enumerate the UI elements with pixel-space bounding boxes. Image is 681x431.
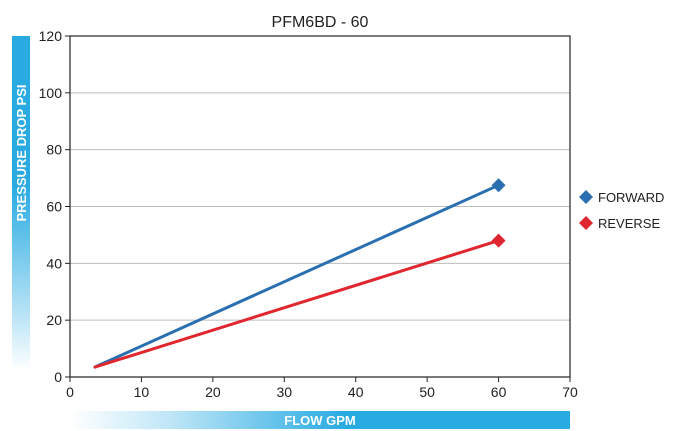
legend-marker-forward <box>579 190 593 204</box>
x-tick-label-40: 40 <box>348 384 364 400</box>
legend-label-reverse: REVERSE <box>598 216 660 231</box>
y-tick-label-80: 80 <box>46 142 62 158</box>
gridlines <box>70 92 570 321</box>
plot-frame <box>69 35 571 378</box>
series-line-forward <box>93 183 501 369</box>
y-tick-label-20: 20 <box>46 312 62 328</box>
series-group <box>93 178 506 369</box>
x-tick-label-10: 10 <box>134 384 150 400</box>
y-tick-label-40: 40 <box>46 255 62 271</box>
x-tick-label-60: 60 <box>491 384 507 400</box>
series-line-reverse <box>93 239 501 369</box>
legend-label-forward: FORWARD <box>598 190 664 205</box>
data-point-forward-marker <box>491 178 506 193</box>
x-tick-label-70: 70 <box>562 384 578 400</box>
y-axis-title: PRESSURE DROP PSI <box>14 84 29 221</box>
y-tick-label-120: 120 <box>39 28 63 44</box>
x-tick-label-30: 30 <box>276 384 292 400</box>
y-axis-title-band <box>12 36 30 370</box>
legend: FORWARD REVERSE <box>579 190 664 231</box>
data-point-reverse-marker <box>491 233 506 248</box>
y-tick-label-60: 60 <box>46 199 62 215</box>
y-axis-ticks: 0 20 40 60 80 100 120 <box>39 28 70 385</box>
y-tick-label-0: 0 <box>54 369 62 385</box>
y-tick-label-100: 100 <box>39 85 63 101</box>
legend-marker-reverse <box>579 216 593 230</box>
chart-title: PFM6BD - 60 <box>272 14 369 31</box>
x-tick-label-20: 20 <box>205 384 221 400</box>
x-axis-title: FLOW GPM <box>284 413 356 428</box>
x-tick-label-50: 50 <box>419 384 435 400</box>
x-tick-label-0: 0 <box>66 384 74 400</box>
x-axis-ticks: 0 10 20 30 40 50 60 70 <box>66 377 578 400</box>
x-axis-title-band <box>70 411 570 429</box>
